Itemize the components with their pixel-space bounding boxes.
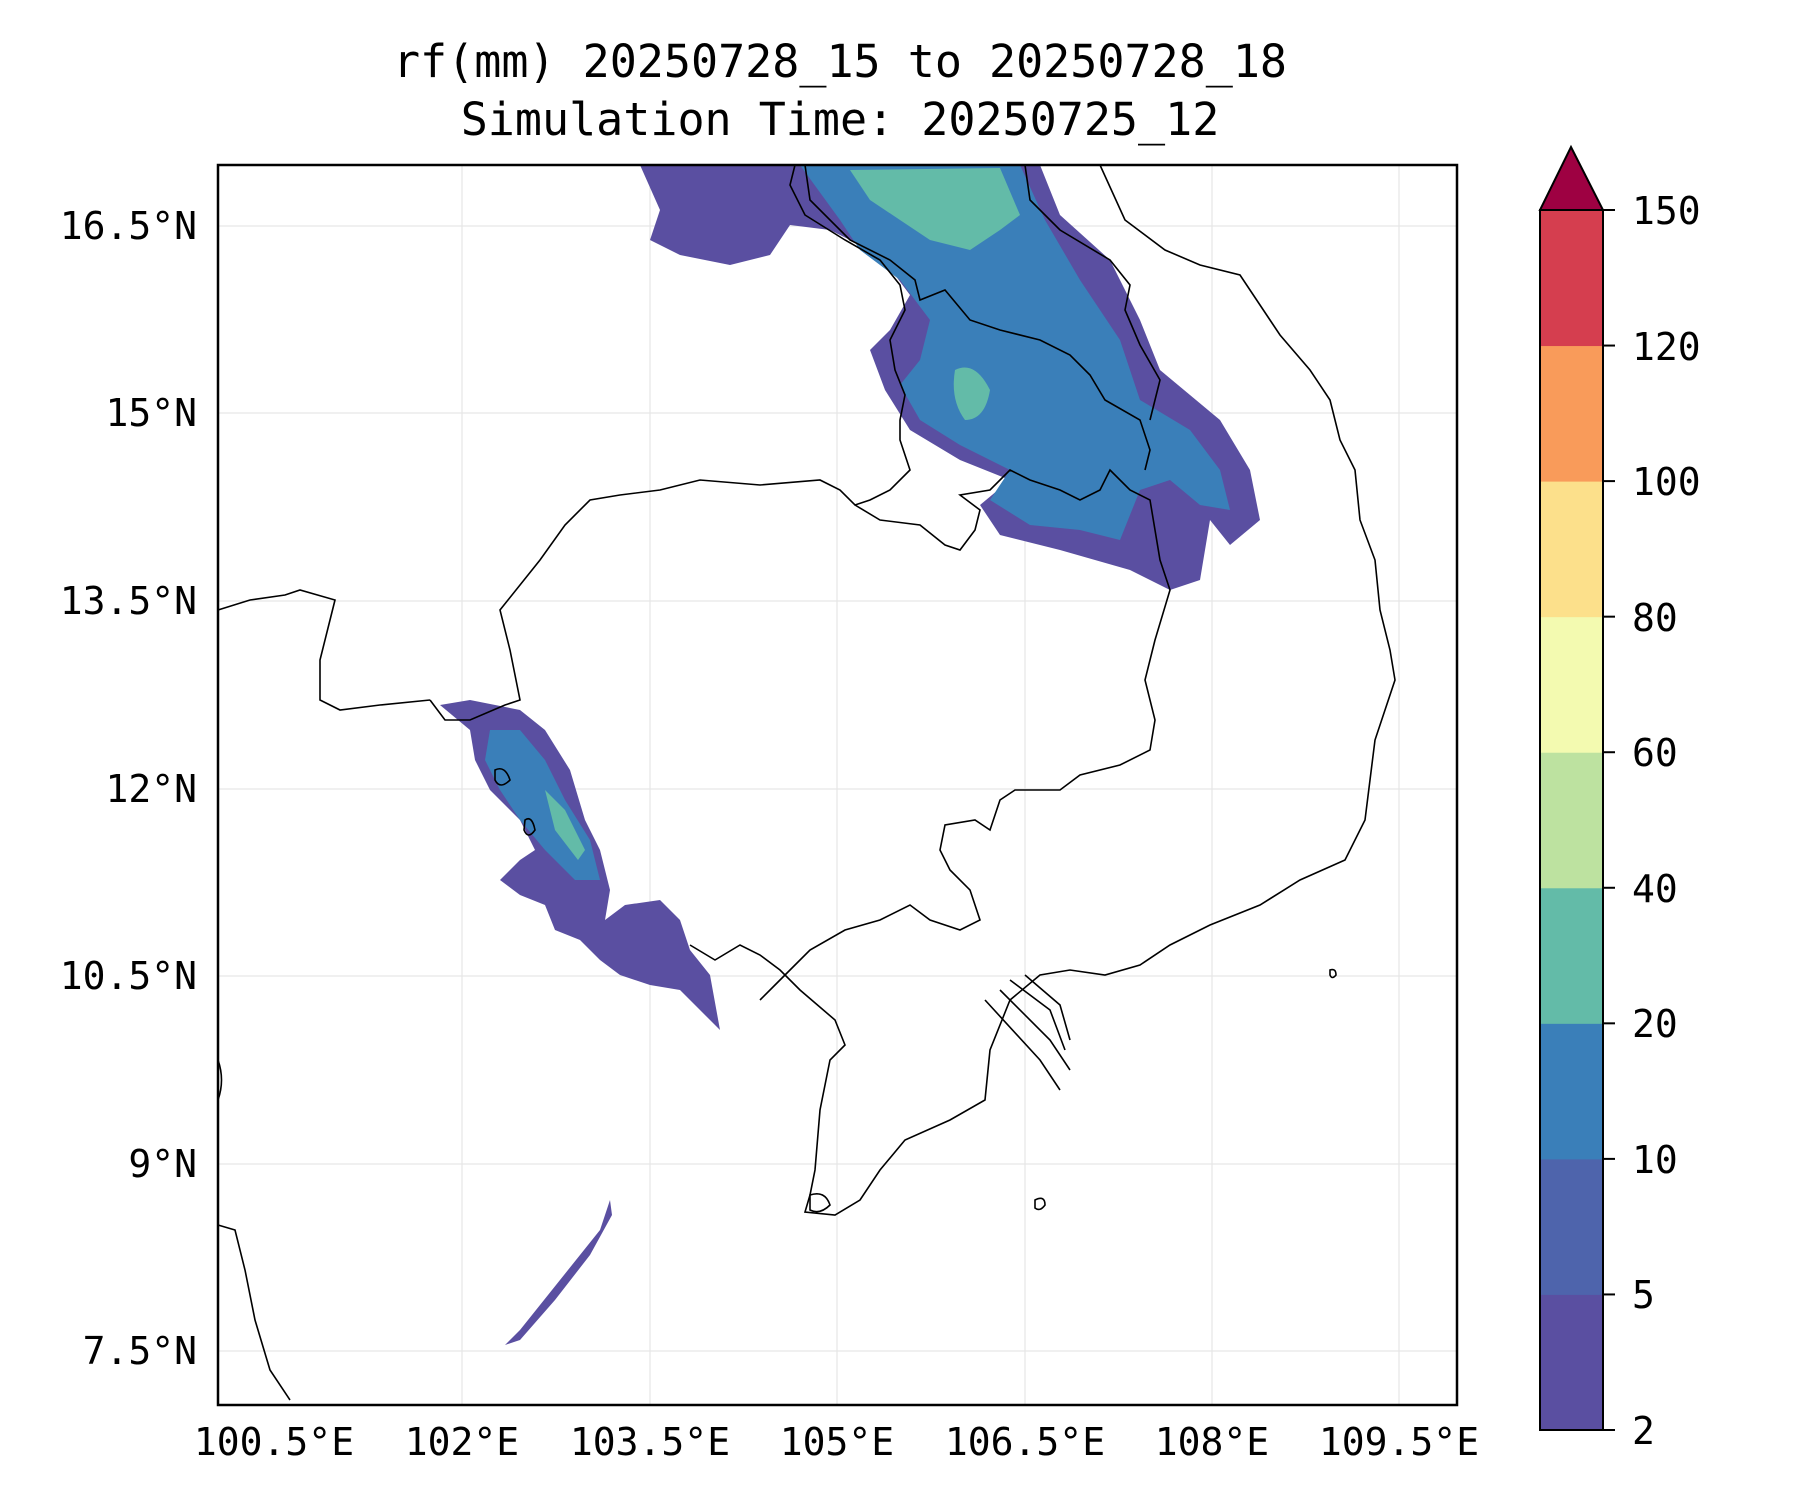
colorbar-tick-label: 5 — [1632, 1273, 1655, 1317]
lon-tick-label: 106.5°E — [945, 1420, 1105, 1464]
colorbar-tick-label: 2 — [1632, 1409, 1655, 1453]
border-cambodia-thailand — [429, 164, 911, 721]
colorbar-tick-label: 20 — [1632, 1002, 1678, 1046]
colorbar-band — [1540, 616, 1603, 753]
gridlines — [218, 165, 1457, 1405]
colorbar-tick-label: 80 — [1632, 596, 1678, 640]
coastline-malay-peninsula — [217, 1224, 291, 1401]
coastlines-borders — [217, 164, 1396, 1401]
lon-tick-label: 105°E — [780, 1420, 894, 1464]
colorbar-tick-label: 40 — [1632, 867, 1678, 911]
colorbar-band — [1540, 345, 1603, 482]
colorbar-band — [1540, 1158, 1603, 1295]
lat-tick-label: 7.5°N — [83, 1329, 197, 1373]
colorbar: 150 120 100 80 60 40 20 10 5 2 — [1538, 144, 1701, 1453]
colorbar-band — [1540, 887, 1603, 1024]
rain-region-west-20mm — [545, 790, 585, 860]
rain-region-north-20mm-2 — [953, 367, 990, 420]
lat-tick-label: 16.5°N — [60, 204, 197, 248]
lat-tick-label: 12°N — [105, 767, 197, 811]
rain-region-north-10mm — [800, 165, 1230, 540]
lat-tick-label: 13.5°N — [60, 579, 197, 623]
colorbar-band — [1540, 1023, 1603, 1160]
colorbar-band — [1540, 210, 1603, 347]
figure-title-line2: Simulation Time: 20250725_12 — [460, 93, 1220, 146]
coastline-vietnam — [689, 164, 1396, 1216]
lat-tick-label: 10.5°N — [60, 954, 197, 998]
border-laos-vietnam — [804, 164, 1151, 471]
islands-west — [494, 767, 536, 836]
colorbar-band — [1540, 752, 1603, 889]
lon-tick-label: 103.5°E — [570, 1420, 730, 1464]
colorbar-band — [1540, 1294, 1603, 1431]
colorbar-tick-label: 150 — [1632, 189, 1701, 233]
map-frame — [216, 163, 1459, 1407]
lon-tick-labels: 100.5°E 102°E 103.5°E 105°E 106.5°E 108°… — [194, 1420, 1479, 1464]
colorbar-ticks — [1603, 209, 1615, 1431]
colorbar-tick-labels: 150 120 100 80 60 40 20 10 5 2 — [1632, 189, 1701, 1453]
mekong-delta-branches — [984, 974, 1071, 1091]
rainfall-field — [440, 165, 1260, 1345]
colorbar-tick-label: 60 — [1632, 731, 1678, 775]
figure-title-line1: rf(mm) 20250728_15 to 20250728_18 — [392, 35, 1288, 88]
lon-tick-label: 102°E — [405, 1420, 519, 1464]
border-cambodia-laos-vietnam — [759, 468, 1171, 1001]
border-laos-thailand — [1024, 164, 1161, 421]
colorbar-tick-label: 100 — [1632, 460, 1701, 504]
rain-region-north-20mm — [850, 168, 1020, 250]
rain-region-south — [505, 1200, 612, 1345]
colorbar-bands — [1540, 210, 1603, 1431]
coastline-thailand-west — [217, 589, 431, 711]
lat-tick-labels: 16.5°N 15°N 13.5°N 12°N 10.5°N 9°N 7.5°N — [60, 204, 197, 1373]
lon-tick-label: 109.5°E — [1319, 1420, 1479, 1464]
colorbar-extend-max — [1538, 144, 1605, 211]
colorbar-tick-label: 10 — [1632, 1138, 1678, 1182]
lon-tick-label: 100.5°E — [194, 1420, 354, 1464]
island-phu-quoc — [809, 1192, 831, 1213]
lat-tick-label: 15°N — [105, 391, 197, 435]
lat-tick-label: 9°N — [128, 1142, 197, 1186]
colorbar-band — [1540, 481, 1603, 618]
lon-tick-label: 108°E — [1155, 1420, 1269, 1464]
island-con-dao — [1034, 1197, 1046, 1211]
colorbar-frame — [1539, 209, 1604, 1431]
colorbar-tick-label: 120 — [1632, 325, 1701, 369]
island-east — [1329, 968, 1337, 979]
